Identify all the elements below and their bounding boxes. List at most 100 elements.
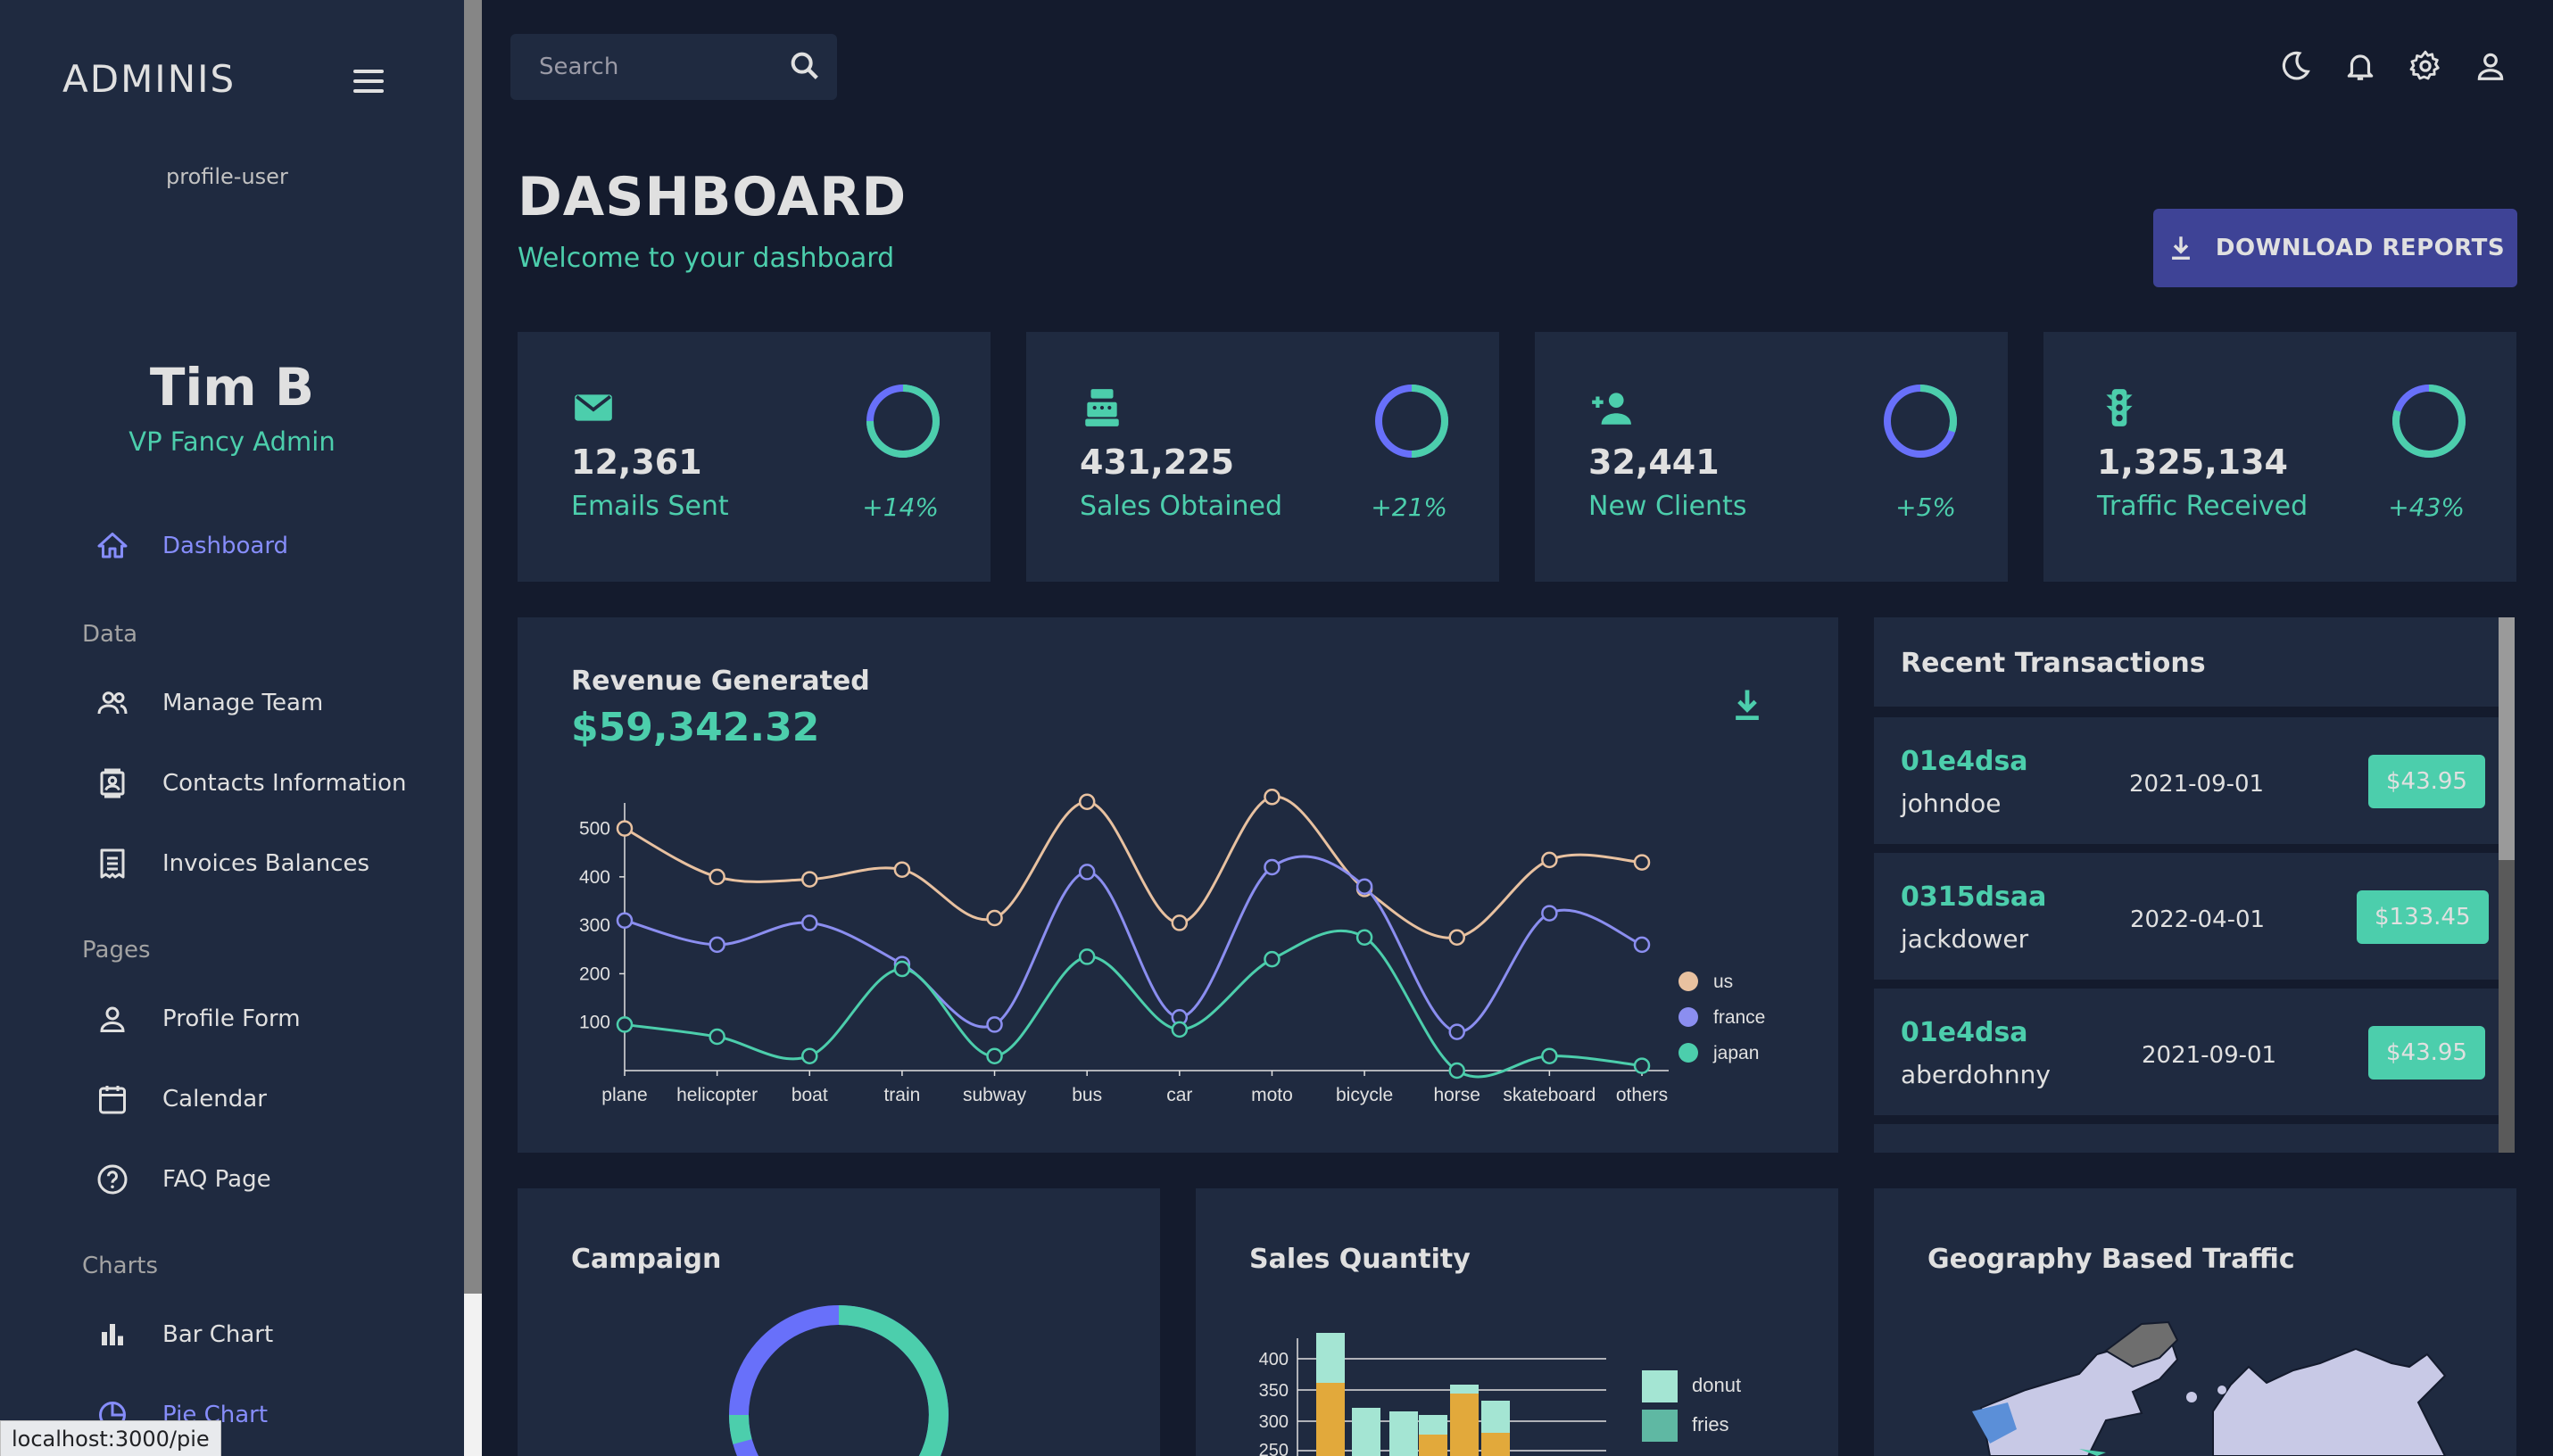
sales-bar-chart: 400 350 300 250 donut fries xyxy=(1259,1333,1741,1456)
transactions-scrollbar[interactable] xyxy=(2499,617,2515,1153)
x-tick-label: car xyxy=(1166,1085,1192,1105)
settings-icon[interactable] xyxy=(2406,46,2445,86)
sidebar-scrollbar[interactable] xyxy=(464,0,482,1456)
transaction-row[interactable] xyxy=(1874,1124,2499,1153)
transaction-row[interactable]: 01e4dsa johndoe 2021-09-01 $43.95 xyxy=(1874,717,2499,844)
sidebar-item-profile-form[interactable]: Profile Form xyxy=(93,992,301,1046)
search-icon[interactable] xyxy=(787,48,823,87)
sidebar: ADMINIS profile-user Tim B VP Fancy Admi… xyxy=(0,0,464,1456)
campaign-progress-ring xyxy=(728,1305,949,1456)
sidebar-item-faq[interactable]: FAQ Page xyxy=(93,1153,271,1206)
stat-value: 1,325,134 xyxy=(2097,443,2288,482)
legend-swatch xyxy=(1679,972,1698,991)
progress-arc xyxy=(1919,385,1957,433)
sales-legend-label: fries xyxy=(1692,1413,1729,1435)
data-point-france xyxy=(1264,858,1281,876)
transaction-row[interactable]: 01e4dsa aberdohnny 2021-09-01 $43.95 xyxy=(1874,989,2499,1115)
people-icon xyxy=(93,683,132,723)
person-icon[interactable] xyxy=(2471,46,2510,86)
legend-label: france xyxy=(1713,1007,1765,1028)
y-tick-label: 100 xyxy=(579,1013,610,1033)
data-point-us xyxy=(1633,854,1651,871)
stat-value: 32,441 xyxy=(1588,443,1720,482)
nav-section-data: Data xyxy=(82,621,138,648)
search-box[interactable]: Search xyxy=(510,34,837,100)
download-reports-label: DOWNLOAD REPORTS xyxy=(2215,235,2506,261)
revenue-panel: 100 200 300 400 500 plane helicopter boat train s… xyxy=(518,617,1838,1153)
sales-legend-swatch xyxy=(1642,1410,1678,1442)
x-tick-label: moto xyxy=(1251,1085,1293,1105)
sales-y-tick: 400 xyxy=(1259,1350,1289,1369)
sidebar-item-calendar[interactable]: Calendar xyxy=(93,1072,267,1126)
stat-label: Sales Obtained xyxy=(1080,491,1283,522)
transaction-row[interactable]: 0315dsaa jackdower 2022-04-01 $133.45 xyxy=(1874,853,2499,980)
data-point-japan xyxy=(1171,1021,1189,1038)
x-tick-label: helicopter xyxy=(676,1085,758,1105)
data-point-us xyxy=(893,861,911,878)
page-subtitle: Welcome to your dashboard xyxy=(518,243,895,274)
user-role: VP Fancy Admin xyxy=(128,426,336,457)
menu-icon[interactable] xyxy=(353,70,384,93)
sales-bar xyxy=(1450,1385,1479,1394)
receipt-icon xyxy=(93,844,132,883)
stat-value: 431,225 xyxy=(1080,443,1235,482)
progress-circle xyxy=(866,385,940,458)
sidebar-item-dashboard[interactable]: Dashboard xyxy=(93,519,288,573)
stat-card-clients: 32,441 New Clients +5% xyxy=(1535,332,2008,582)
sidebar-item-label: Contacts Information xyxy=(162,770,407,797)
point-of-sale-icon xyxy=(1080,385,1124,434)
series-line-france xyxy=(624,855,1643,1034)
transactions-title: Recent Transactions xyxy=(1901,648,2206,679)
contacts-icon xyxy=(93,764,132,803)
sidebar-item-contacts[interactable]: Contacts Information xyxy=(93,757,406,810)
data-point-france xyxy=(986,1016,1003,1033)
y-tick-label: 400 xyxy=(579,867,610,888)
stat-label: Emails Sent xyxy=(571,491,729,522)
sidebar-item-label: Profile Form xyxy=(162,1005,301,1032)
data-point-japan xyxy=(1541,1047,1558,1064)
data-point-japan xyxy=(1078,948,1096,965)
sidebar-item-bar-chart[interactable]: Bar Chart xyxy=(93,1308,273,1361)
user-name: Tim B xyxy=(149,357,315,418)
sales-bar xyxy=(1419,1415,1447,1435)
person-add-icon xyxy=(1588,385,1633,434)
download-icon[interactable] xyxy=(1728,685,1767,728)
x-tick-label: boat xyxy=(792,1085,828,1105)
download-reports-button[interactable]: DOWNLOAD REPORTS xyxy=(2153,209,2517,287)
stat-card-sales: 431,225 Sales Obtained +21% xyxy=(1026,332,1499,582)
sidebar-item-manage-team[interactable]: Manage Team xyxy=(93,676,323,730)
brand-logo: ADMINIS xyxy=(62,57,236,101)
progress-arc xyxy=(2392,385,2466,458)
page-title: DASHBOARD xyxy=(518,166,908,228)
stat-label: New Clients xyxy=(1588,491,1747,522)
notifications-icon[interactable] xyxy=(2341,46,2380,86)
y-tick-label: 500 xyxy=(579,819,610,840)
revenue-title: Revenue Generated xyxy=(571,666,870,697)
stat-increase: +21% xyxy=(1371,492,1447,522)
home-icon xyxy=(93,526,132,566)
x-tick-label: skateboard xyxy=(1503,1085,1596,1105)
search-input[interactable]: Search xyxy=(539,54,619,80)
data-point-japan xyxy=(709,1028,725,1046)
x-tick-label: subway xyxy=(963,1085,1027,1105)
legend-swatch xyxy=(1679,1007,1698,1027)
sidebar-item-label: Dashboard xyxy=(162,533,289,559)
nav-section-pages: Pages xyxy=(82,937,151,964)
status-bar-url: localhost:3000/pie xyxy=(0,1420,221,1456)
revenue-amount: $59,342.32 xyxy=(571,705,820,750)
data-point-japan xyxy=(616,1016,634,1033)
y-tick-label: 200 xyxy=(579,964,610,984)
dark-mode-icon[interactable] xyxy=(2275,46,2315,86)
revenue-line-chart: 100 200 300 400 500 plane helicopter boat train s… xyxy=(579,789,1765,1105)
progress-circle xyxy=(2392,385,2466,458)
campaign-title: Campaign xyxy=(571,1244,722,1275)
campaign-panel: Campaign xyxy=(518,1188,1160,1456)
data-point-france xyxy=(1078,864,1096,881)
data-point-japan xyxy=(1633,1057,1651,1074)
sidebar-item-label: Manage Team xyxy=(162,690,324,716)
transaction-date: 2021-09-01 xyxy=(2129,771,2265,798)
data-point-us xyxy=(801,871,818,888)
sidebar-item-invoices[interactable]: Invoices Balances xyxy=(93,837,369,890)
stat-value: 12,361 xyxy=(571,443,702,482)
sales-bar xyxy=(1316,1333,1345,1383)
